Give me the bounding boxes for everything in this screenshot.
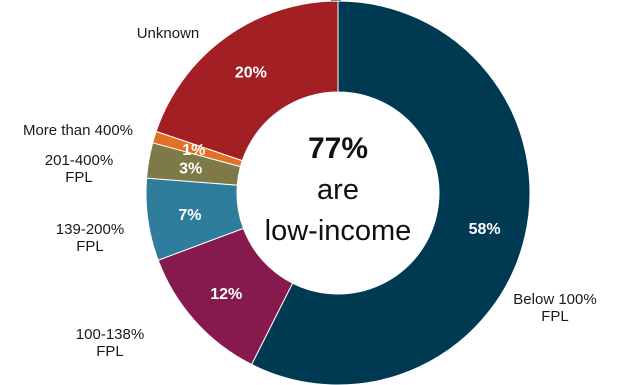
center-value: 77% (308, 132, 368, 165)
slice-category-label: Unknown (137, 25, 200, 42)
slice-percent-label: 3% (179, 161, 202, 178)
slice-percent-label: 20% (235, 64, 267, 81)
slice-category-label: Below 100% FPL (513, 291, 596, 325)
slice-percent-label: 58% (469, 221, 501, 238)
slice-category-label: 139-200% FPL (56, 221, 124, 255)
slice-category-label: More than 400% (23, 122, 133, 139)
donut-center: 77% are low-income (265, 132, 412, 247)
donut-hole (238, 93, 438, 293)
slice-category-label: 100-138% FPL (76, 326, 144, 360)
slice-percent-labels: 58% 12% 7% 3% 1% 20% (178, 64, 500, 303)
slice-category-labels: Below 100% FPL 100-138% FPL 139-200% FPL 201-4… (23, 25, 597, 360)
slice-percent-label: 7% (178, 207, 201, 224)
donut-slice (155, 0, 339, 162)
donut-slice (250, 0, 531, 385)
slice-percent-label: 12% (210, 286, 242, 303)
slice-category-label: 201-400% FPL (45, 152, 113, 186)
slice-percent-label: 1% (182, 142, 205, 159)
center-line-2: low-income (265, 215, 412, 247)
center-line-1: are (317, 174, 359, 206)
donut-slices (145, 0, 531, 385)
